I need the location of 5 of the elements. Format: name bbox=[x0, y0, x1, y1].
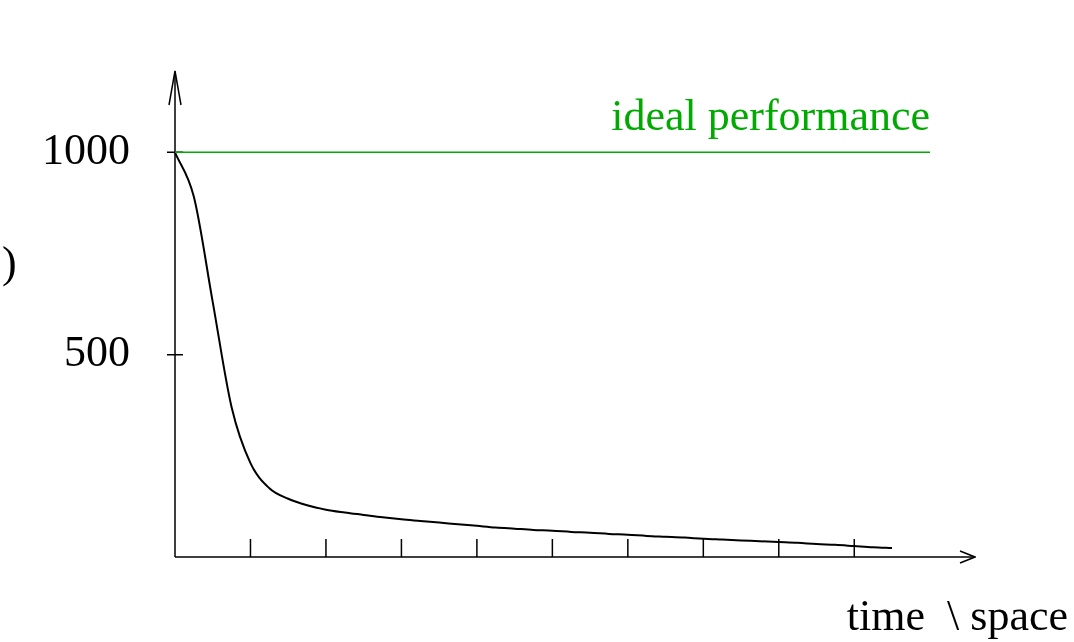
y-tick-label: 500 bbox=[64, 327, 130, 377]
y-tick-label: 1000 bbox=[42, 124, 130, 174]
x-axis-title: time \ space bbox=[846, 590, 1068, 640]
ref-line-label: ideal performance bbox=[611, 90, 930, 140]
y-axis-title: ) bbox=[2, 237, 17, 287]
